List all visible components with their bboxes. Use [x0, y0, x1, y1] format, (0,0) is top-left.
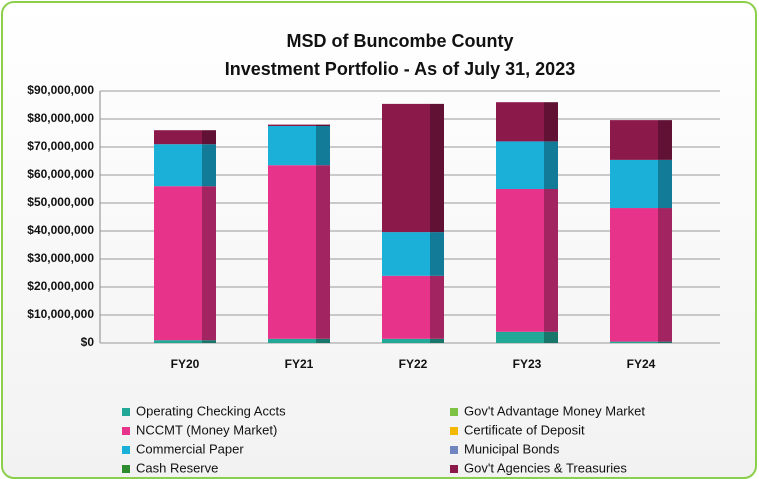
bar-segment-side [430, 275, 444, 339]
bar-segment [496, 102, 544, 142]
bar-segment [496, 331, 544, 343]
legend-swatch [122, 465, 130, 473]
bar-segment [154, 144, 202, 187]
chart-title: MSD of Buncombe County [287, 31, 514, 51]
y-tick-label: $0 [81, 335, 95, 349]
bar-segment [268, 126, 316, 166]
y-tick-label: $60,000,000 [27, 167, 94, 181]
legend-label: Gov't Advantage Money Market [464, 403, 645, 418]
legend-label: Certificate of Deposit [464, 422, 585, 437]
legend-label: NCCMT (Money Market) [136, 422, 277, 437]
bar-segment [496, 141, 544, 189]
bar-segment [382, 338, 430, 343]
bar-segment [382, 232, 430, 276]
legend-label: Commercial Paper [136, 441, 244, 456]
bar-segment-side [202, 144, 216, 187]
bar-segment-side [202, 130, 216, 145]
x-tick-label: FY21 [285, 357, 314, 371]
y-tick-label: $20,000,000 [27, 279, 94, 293]
bar-segment-side [658, 208, 672, 342]
bar-segment [154, 186, 202, 341]
legend-swatch [122, 446, 130, 454]
y-tick-label: $30,000,000 [27, 251, 94, 265]
y-tick-label: $50,000,000 [27, 195, 94, 209]
legend-swatch [450, 427, 458, 435]
y-tick-label: $70,000,000 [27, 139, 94, 153]
bar-segment [610, 341, 658, 343]
bar-segment [382, 103, 430, 233]
bar-segment-side [658, 120, 672, 160]
legend-label: Gov't Agencies & Treasuries [464, 460, 627, 475]
bar-segment [496, 189, 544, 332]
y-tick-label: $90,000,000 [27, 83, 94, 97]
bar-segment [610, 120, 658, 160]
bar-segment-side [544, 189, 558, 332]
bar-segment [382, 275, 430, 339]
bar-segment-side [544, 102, 558, 142]
legend-label: Municipal Bonds [464, 441, 560, 456]
bar-segment [154, 130, 202, 145]
chart-subtitle: Investment Portfolio - As of July 31, 20… [225, 59, 575, 79]
legend-swatch [122, 427, 130, 435]
x-tick-label: FY20 [171, 357, 200, 371]
bar-segment-side [430, 232, 444, 276]
bar-segment-side [316, 165, 330, 339]
legend-swatch [450, 465, 458, 473]
y-tick-label: $10,000,000 [27, 307, 94, 321]
legend-swatch [122, 408, 130, 416]
y-tick-label: $80,000,000 [27, 111, 94, 125]
legend-label: Cash Reserve [136, 460, 218, 475]
y-tick-label: $40,000,000 [27, 223, 94, 237]
bar-segment-side [430, 338, 444, 343]
bar-segment-side [658, 341, 672, 343]
bar-segment [610, 159, 658, 209]
bar-segment-side [316, 124, 330, 126]
bar-segment [268, 124, 316, 126]
legend-swatch [450, 408, 458, 416]
legend-swatch [450, 446, 458, 454]
bar-segment [154, 340, 202, 343]
x-tick-label: FY24 [627, 357, 656, 371]
x-tick-label: FY22 [399, 357, 428, 371]
bar-segment-side [202, 340, 216, 343]
bar-segment [610, 208, 658, 342]
bar-segment-side [544, 141, 558, 189]
bar-segment [268, 338, 316, 343]
bar-segment-side [316, 338, 330, 343]
bar-segment-side [202, 186, 216, 341]
bar-segment-side [316, 126, 330, 166]
bar-segment-side [544, 331, 558, 343]
bar-segment-side [430, 103, 444, 233]
legend-label: Operating Checking Accts [136, 403, 286, 418]
bar-segment [268, 165, 316, 339]
x-tick-label: FY23 [513, 357, 542, 371]
bar-segment-side [658, 159, 672, 209]
